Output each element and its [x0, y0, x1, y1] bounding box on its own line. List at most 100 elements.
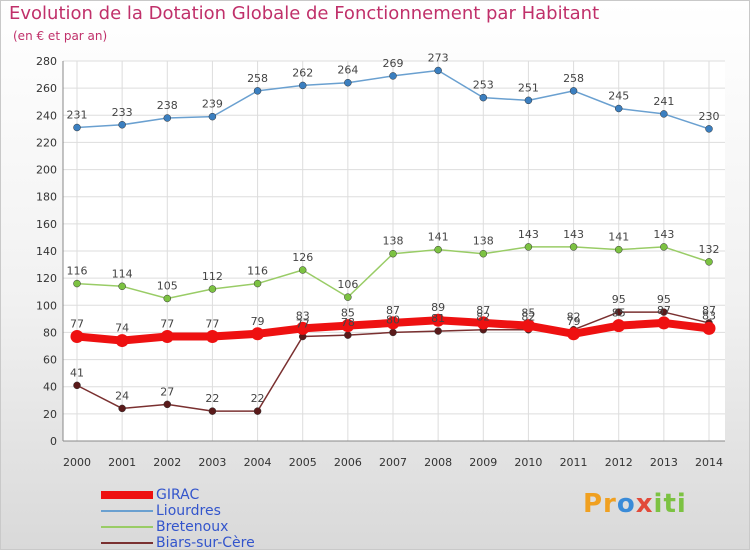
- data-point: [163, 400, 172, 409]
- data-label: 253: [473, 79, 494, 92]
- x-tick-label: 2009: [469, 456, 497, 469]
- data-label: 77: [160, 318, 174, 331]
- legend-swatch: [101, 491, 153, 499]
- data-label: 83: [296, 309, 310, 322]
- data-point: [386, 316, 400, 330]
- legend-swatch: [101, 510, 153, 512]
- x-tick-label: 2004: [244, 456, 272, 469]
- data-label: 77: [296, 318, 310, 331]
- data-point: [569, 243, 578, 251]
- proxiti-logo: Proxiti: [583, 489, 687, 519]
- data-label: 116: [67, 265, 88, 278]
- data-point: [298, 81, 307, 90]
- data-point: [389, 249, 397, 258]
- legend-item: Liourdres: [101, 503, 361, 519]
- y-tick-label: 20: [43, 408, 57, 421]
- data-label: 141: [428, 231, 449, 244]
- legend-label: Biars-sur-Cère: [156, 535, 255, 551]
- data-label: 239: [202, 98, 223, 111]
- data-label: 95: [612, 293, 626, 306]
- data-point: [479, 93, 488, 102]
- x-tick-label: 2002: [153, 456, 181, 469]
- data-label: 41: [70, 366, 84, 379]
- data-label: 126: [292, 251, 313, 264]
- logo-part-1: Pr: [583, 489, 617, 519]
- data-label: 231: [67, 109, 88, 122]
- legend-swatch: [101, 526, 153, 528]
- data-point: [73, 279, 81, 288]
- data-label: 22: [205, 392, 219, 405]
- y-tick-label: 160: [36, 218, 57, 231]
- data-label: 241: [653, 95, 674, 108]
- data-point: [657, 316, 671, 330]
- data-label: 106: [337, 278, 358, 291]
- data-label: 230: [699, 110, 720, 123]
- data-point: [118, 121, 126, 129]
- data-label: 27: [160, 385, 174, 398]
- data-point: [569, 87, 578, 95]
- data-label: 77: [205, 318, 219, 331]
- x-tick-label: 2007: [379, 456, 407, 469]
- y-tick-label: 200: [36, 164, 57, 177]
- data-label: 269: [383, 57, 404, 70]
- data-point: [521, 319, 535, 333]
- data-point: [251, 327, 265, 341]
- data-point: [205, 330, 219, 343]
- y-tick-label: 220: [36, 136, 57, 149]
- data-label: 22: [251, 392, 265, 405]
- data-point: [118, 404, 126, 413]
- data-point: [660, 308, 668, 316]
- x-tick-label: 2005: [289, 456, 317, 469]
- data-label: 82: [521, 311, 535, 324]
- logo-part-3: x: [635, 489, 654, 519]
- data-label: 85: [341, 307, 355, 320]
- chart-subtitle: (en € et par an): [13, 29, 108, 43]
- y-tick-label: 280: [36, 55, 57, 68]
- data-point: [344, 293, 352, 301]
- data-label: 264: [337, 64, 358, 77]
- legend-label: Liourdres: [156, 503, 221, 519]
- data-point: [253, 407, 262, 415]
- data-point: [702, 321, 716, 335]
- data-label: 79: [251, 315, 265, 328]
- data-point: [705, 258, 713, 266]
- data-point: [705, 125, 713, 133]
- data-point: [344, 331, 352, 339]
- data-point: [524, 96, 533, 105]
- x-tick-label: 2012: [605, 456, 633, 469]
- x-tick-label: 2001: [108, 456, 136, 469]
- data-label: 138: [473, 235, 494, 248]
- data-label: 262: [292, 66, 313, 79]
- data-label: 112: [202, 270, 223, 283]
- data-point: [208, 112, 217, 121]
- data-label: 80: [386, 313, 400, 326]
- data-point: [208, 285, 217, 293]
- data-point: [660, 110, 668, 118]
- x-tick-label: 2000: [63, 456, 91, 469]
- chart-legend: GIRAC Liourdres Bretenoux Biars-sur-Cère: [101, 487, 361, 551]
- y-tick-label: 40: [43, 381, 57, 394]
- data-label: 74: [115, 322, 129, 335]
- legend-item: GIRAC: [101, 487, 361, 503]
- logo-part-4: iti: [653, 489, 687, 519]
- data-label: 258: [247, 72, 268, 85]
- data-label: 85: [521, 307, 535, 320]
- data-label: 77: [70, 318, 84, 331]
- data-label: 87: [386, 304, 400, 317]
- data-label: 233: [112, 106, 133, 119]
- data-point: [434, 327, 442, 335]
- data-point: [344, 78, 352, 87]
- data-label: 105: [157, 280, 178, 293]
- data-point: [612, 319, 626, 333]
- data-point: [298, 266, 307, 274]
- x-tick-label: 2006: [334, 456, 362, 469]
- y-tick-label: 100: [36, 299, 57, 312]
- data-point: [163, 114, 172, 122]
- data-point: [614, 245, 623, 254]
- data-point: [253, 279, 262, 288]
- x-tick-label: 2003: [198, 456, 226, 469]
- data-point: [567, 327, 581, 341]
- data-point: [253, 87, 262, 95]
- data-label: 81: [431, 312, 445, 325]
